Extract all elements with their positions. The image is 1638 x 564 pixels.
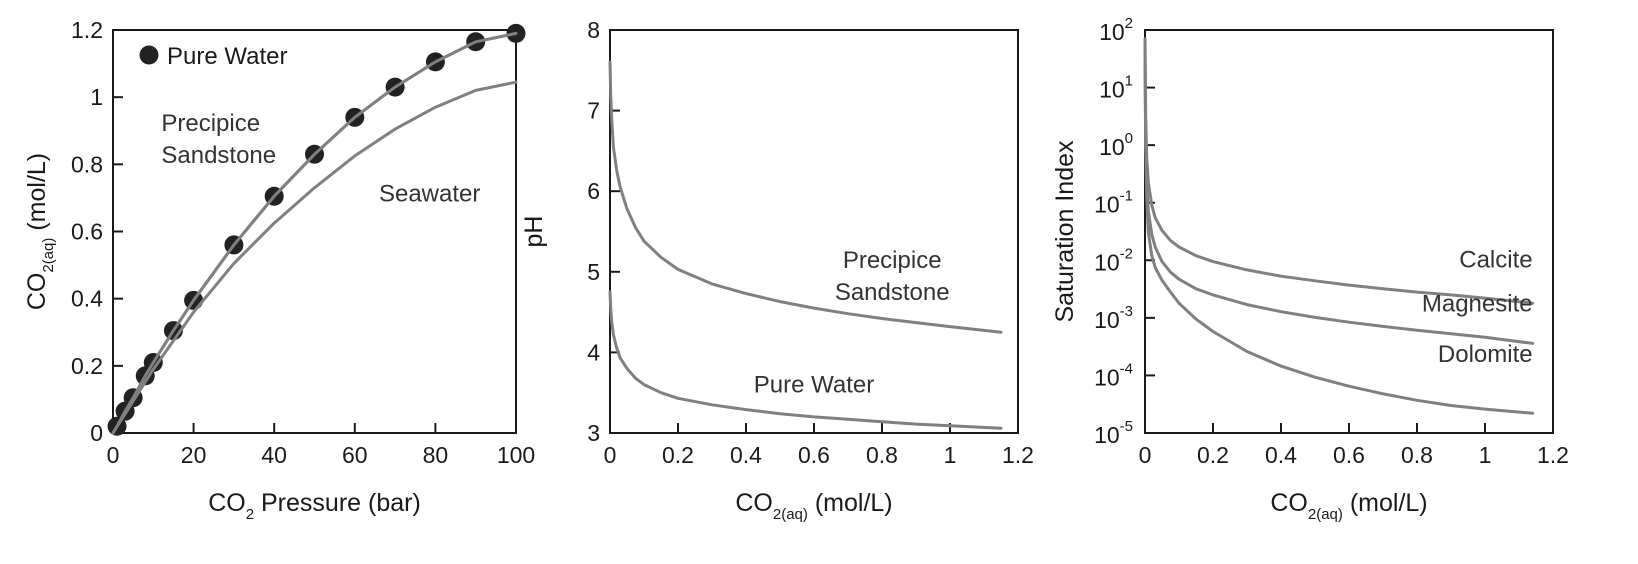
x-tick-label: 0.8 [1401,442,1433,468]
series-label: Precipice [161,110,260,137]
y-tick-label: 102 [1099,15,1133,45]
y-tick-label: 0.6 [71,219,103,245]
chart-panel-saturation-index: 0 0.2 0.4 0.6 0.8 1 1.2 10-5 10-4 10-3 10-2 10-1 100… [1051,15,1569,523]
legend-marker [139,45,159,65]
x-tick-label: 0 [1139,442,1152,468]
y-tick-label: 7 [587,98,600,124]
y-tick-label: 4 [587,339,600,365]
x-axis-label: CO2(aq) (mol/L) [735,489,892,523]
y-tick-label: 6 [587,178,600,204]
y-tick-label: 0.4 [71,286,103,312]
x-tick-label: 0.4 [1265,442,1297,468]
series-label: Dolomite [1438,341,1533,368]
x-tick-label: 1.2 [1537,442,1569,468]
series-line-precipice-sandstone [111,31,518,435]
series-label: Seawater [379,180,480,207]
x-tick-label: 60 [342,442,368,468]
x-tick-label: 0.8 [866,442,898,468]
x-tick-label: 80 [423,442,449,468]
y-tick-label: 3 [587,420,600,446]
y-tick-label: 100 [1099,130,1133,160]
series-label: Sandstone [835,279,950,306]
series-line-pure-water [115,31,518,428]
x-axis-label: CO2(aq) (mol/L) [1270,489,1427,523]
x-tick-label: 0.6 [798,442,830,468]
chart-panel-co2-solubility: 0 20 40 60 80 100 0 0.2 0.4 0.6 0.8 1 1.2 CO2 Pressur… [23,17,535,523]
plot-frame [112,29,517,434]
x-tick-label: 100 [497,442,535,468]
y-tick-label: 1.2 [71,17,103,43]
y-axis-label: Saturation Index [1051,140,1079,323]
y-tick-label: 10-5 [1094,418,1133,448]
series-line-pure-water [608,290,1003,430]
series-line-precipice-sandstone [608,60,1003,334]
y-tick-label: 10-3 [1094,303,1133,333]
y-axis-label: pH [520,216,548,248]
y-tick-label: 101 [1099,73,1133,103]
y-tick-label: 10-4 [1094,360,1133,390]
x-tick-label: 0.4 [730,442,762,468]
x-tick-label: 20 [181,442,207,468]
y-tick-label: 0.2 [71,353,103,379]
series-label: Magnesite [1422,290,1533,317]
series-label: Precipice [843,247,942,274]
chart-panel-ph: 0 0.2 0.4 0.6 0.8 1 1.2 3 4 5 6 7 8 CO2(aq) (mol/L) pH… [520,17,1034,523]
x-tick-label: 1.2 [1002,442,1034,468]
y-tick-label: 0.8 [71,151,103,177]
series-label: Sandstone [161,142,276,169]
series-label: Calcite [1459,246,1532,273]
series-label: Pure Water [754,372,874,399]
x-tick-label: 0 [604,442,617,468]
y-tick-label: 1 [90,84,103,110]
x-tick-label: 0 [107,442,120,468]
x-tick-label: 40 [261,442,287,468]
x-tick-label: 0.6 [1333,442,1365,468]
x-tick-label: 0.2 [1197,442,1229,468]
x-axis-label: CO2 Pressure (bar) [208,489,421,523]
y-tick-label: 10-2 [1094,245,1133,275]
y-tick-label: 0 [90,420,103,446]
series-line-calcite [1143,37,1535,305]
plot-frame [1144,29,1554,434]
x-tick-label: 0.2 [662,442,694,468]
y-tick-label: 10-1 [1094,188,1133,218]
legend-label: Pure Water [167,43,287,70]
series-line-dolomite [1143,41,1535,415]
series-line-seawater [111,80,518,435]
x-tick-label: 1 [944,442,957,468]
y-tick-label: 8 [587,17,600,43]
x-tick-label: 1 [1479,442,1492,468]
y-tick-label: 5 [587,259,600,285]
y-axis-label: CO2(aq) (mol/L) [23,153,57,310]
